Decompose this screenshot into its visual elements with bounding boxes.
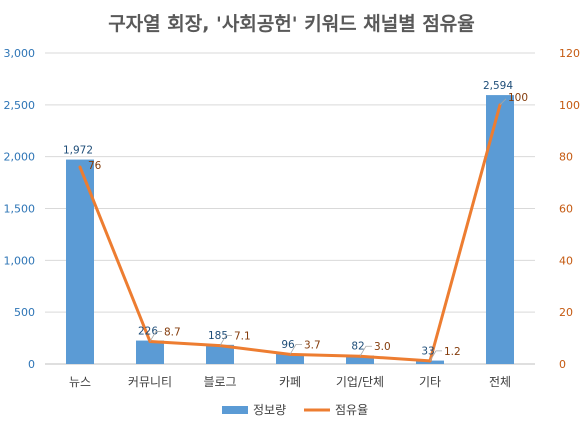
bar-data-label: 96 xyxy=(281,339,295,351)
bar-series xyxy=(66,95,514,364)
y-right-tick-label: 40 xyxy=(559,254,573,267)
line-data-label: 3.0 xyxy=(374,341,391,353)
label-leader-line xyxy=(149,331,162,342)
line-series xyxy=(78,103,502,363)
y-right-tick-label: 60 xyxy=(559,203,573,216)
y-left-tick-label: 500 xyxy=(14,306,35,319)
line-data-label: 1.2 xyxy=(444,346,461,358)
y-left-tick-label: 1,000 xyxy=(4,254,36,267)
y-right-tick-label: 100 xyxy=(559,99,580,112)
bar-data-label: 226 xyxy=(138,326,158,338)
x-tick-label: 기업/단체 xyxy=(336,375,384,389)
bar-data-label: 2,594 xyxy=(483,80,513,92)
bar xyxy=(276,354,304,364)
x-tick-label: 뉴스 xyxy=(69,375,91,389)
line-data-label: 100 xyxy=(508,92,528,104)
label-leader-line xyxy=(499,98,507,106)
x-tick-label: 블로그 xyxy=(203,375,236,389)
x-tick-label: 카페 xyxy=(279,375,301,389)
label-leader-line xyxy=(289,344,302,355)
bar-data-label: 33 xyxy=(421,346,434,358)
x-tick-label: 커뮤니티 xyxy=(128,375,172,389)
line-data-label: 8.7 xyxy=(164,326,181,338)
y-left-tick-label: 2,500 xyxy=(4,99,36,112)
axes: 0 500 1,000 1,500 2,000 2,500 3,000 0 20 40 60 80 10… xyxy=(4,47,581,389)
bar-data-label: 185 xyxy=(208,330,228,342)
bar xyxy=(206,344,234,364)
line-data-label: 7.1 xyxy=(234,331,251,343)
y-left-tick-label: 0 xyxy=(28,358,35,371)
share-line xyxy=(78,104,502,363)
x-tick-label: 전체 xyxy=(489,375,511,389)
line-data-label: 76 xyxy=(88,160,102,172)
line-data-label: 3.7 xyxy=(304,339,321,351)
bar-data-label: 82 xyxy=(351,340,364,352)
bar xyxy=(136,340,164,364)
legend-label-line: 점유율 xyxy=(335,403,368,417)
legend: 정보량 점유율 xyxy=(222,403,368,417)
y-left-tick-label: 3,000 xyxy=(4,47,36,60)
y-left-tick-label: 2,000 xyxy=(4,151,36,164)
legend-swatch-bar xyxy=(222,406,248,414)
gridlines xyxy=(45,52,535,365)
y-right-tick-label: 20 xyxy=(559,306,573,319)
line-point xyxy=(78,165,82,169)
label-leader-line xyxy=(429,350,442,362)
data-labels: 1,972 226 185 96 82 33 2,594 76 8.7 7.1 3.7 3.0 1.2 1… xyxy=(63,80,528,362)
y-right-tick-label: 120 xyxy=(559,47,580,60)
x-tick-label: 기타 xyxy=(419,375,441,389)
legend-label-bar: 정보량 xyxy=(253,403,286,417)
chart-title: 구자열 회장, '사회공헌' 키워드 채널별 점유율 xyxy=(108,13,475,35)
bar xyxy=(346,355,374,364)
y-left-tick-label: 1,500 xyxy=(4,203,36,216)
y-right-tick-label: 80 xyxy=(559,151,573,164)
label-leader-line xyxy=(359,345,372,357)
y-right-tick-label: 0 xyxy=(559,358,566,371)
label-leader-line xyxy=(219,335,232,346)
bar-data-label: 1,972 xyxy=(63,145,93,157)
